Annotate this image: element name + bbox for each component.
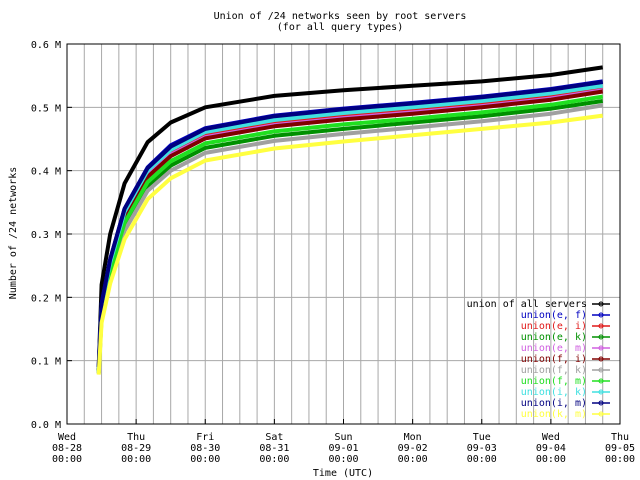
legend-entry: union(f, k) — [521, 365, 587, 376]
x-tick-label: 00:00 — [605, 454, 635, 465]
chart-title: Union of /24 networks seen by root serve… — [214, 11, 467, 22]
legend-marker — [598, 323, 604, 329]
legend-entry: union(e, i) — [521, 321, 587, 332]
x-tick-label: Sun — [334, 432, 352, 443]
x-tick-label: Sat — [265, 432, 283, 443]
series-line — [96, 113, 603, 375]
x-tick-label: Mon — [404, 432, 422, 443]
x-axis-label: Time (UTC) — [313, 468, 373, 479]
y-tick-label: 0.3 M — [31, 230, 61, 241]
x-tick-label: Thu — [127, 432, 145, 443]
legend-marker — [598, 301, 604, 307]
legend-marker — [598, 389, 604, 395]
x-tick-label: 00:00 — [328, 454, 358, 465]
legend-marker — [598, 334, 604, 340]
x-tick-label: 09-03 — [467, 443, 497, 454]
y-tick-labels: 0.0 M 0.1 M 0.2 M 0.3 M 0.4 M 0.5 M 0.6 M — [31, 40, 72, 431]
y-tick-label: 0.2 M — [31, 293, 61, 304]
legend-marker — [598, 367, 604, 373]
series-line — [96, 80, 603, 368]
x-tick-label: Wed — [542, 432, 560, 443]
x-tick-label: 00:00 — [190, 454, 220, 465]
y-axis-label: Number of /24 networks — [8, 167, 19, 299]
x-tick-label: Thu — [611, 432, 629, 443]
x-tick-label: 09-02 — [398, 443, 428, 454]
x-tick-label: 09-05 — [605, 443, 635, 454]
x-tick-label: 00:00 — [536, 454, 566, 465]
x-tick-label: 09-04 — [536, 443, 566, 454]
legend-entry: union of all servers — [467, 299, 587, 310]
x-tick-label: 08-28 — [52, 443, 82, 454]
x-tick-label: 08-31 — [259, 443, 289, 454]
grid — [67, 44, 620, 424]
legend-marker — [598, 356, 604, 362]
x-tick-label: 00:00 — [398, 454, 428, 465]
legend-marker — [598, 400, 604, 406]
x-tick-label: 08-29 — [121, 443, 151, 454]
legend-marker — [598, 378, 604, 384]
y-tick-label: 0.4 M — [31, 167, 61, 178]
legend-marker — [598, 411, 604, 417]
x-tick-label: 00:00 — [121, 454, 151, 465]
legend-entry: union(e, f) — [521, 310, 587, 321]
x-tick-label: 00:00 — [52, 454, 82, 465]
x-tick-label: Wed — [58, 432, 76, 443]
series-line — [96, 65, 603, 368]
x-tick-labels: Wed08-2800:00Thu08-2900:00Fri08-3000:00S… — [52, 419, 635, 465]
legend-entry: union(k, m) — [521, 409, 587, 420]
x-tick-label: Fri — [196, 432, 214, 443]
series-lines — [96, 65, 604, 375]
x-tick-label: Tue — [473, 432, 491, 443]
x-tick-label: 00:00 — [259, 454, 289, 465]
x-tick-label: 09-01 — [328, 443, 358, 454]
legend-entry: union(e, m) — [521, 343, 587, 354]
legend-entry: union(f, m) — [521, 376, 587, 387]
legend-marker — [598, 345, 604, 351]
y-tick-label: 0.6 M — [31, 40, 61, 51]
legend-entry: union(i, k) — [521, 387, 587, 398]
legend-entry: union(i, m) — [521, 398, 587, 409]
x-tick-label: 00:00 — [467, 454, 497, 465]
y-tick-label: 0.1 M — [31, 357, 61, 368]
legend-entry: union(f, i) — [521, 354, 587, 365]
chart-subtitle: (for all query types) — [277, 22, 403, 33]
x-tick-label: 08-30 — [190, 443, 220, 454]
y-tick-label: 0.0 M — [31, 420, 61, 431]
y-tick-label: 0.5 M — [31, 103, 61, 114]
legend-entry: union(e, k) — [521, 332, 587, 343]
legend-marker — [598, 312, 604, 318]
